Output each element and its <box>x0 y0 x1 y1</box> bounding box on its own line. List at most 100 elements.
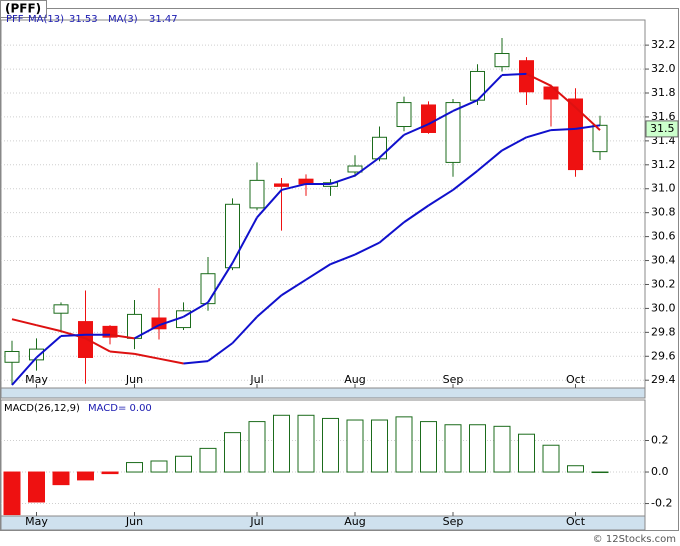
macd-bar <box>101 471 119 475</box>
ma-segment <box>354 156 381 177</box>
legend-value: 31.47 <box>149 14 178 25</box>
macd-bar <box>248 421 266 473</box>
ma-segment <box>182 301 209 318</box>
macd-bar <box>371 419 388 473</box>
ma-segment <box>109 333 135 340</box>
ma-segment <box>428 110 454 125</box>
macd-bar <box>493 425 511 473</box>
x-tick-label: Sep <box>443 373 464 386</box>
macd-bar <box>567 465 584 473</box>
ma-segment <box>109 350 135 355</box>
x-tick-label: May <box>25 373 48 386</box>
legend-value: 31.53 <box>69 14 98 25</box>
candle-body <box>372 136 387 160</box>
candle-body <box>4 350 20 363</box>
y-tick-label: 29.4 <box>651 373 676 386</box>
ma-segment <box>501 72 527 77</box>
y-tick-label: 30.6 <box>651 230 676 243</box>
price-box <box>645 120 679 138</box>
x-tick-label: Jul <box>249 373 263 386</box>
macd-current: MACD= 0.00 <box>88 403 152 414</box>
ma-segment <box>330 253 356 266</box>
y-tick-label: 0.0 <box>651 465 669 478</box>
ma-segment <box>452 170 479 191</box>
ma-segment <box>354 241 380 256</box>
ma-segment <box>85 337 111 353</box>
y-tick-label: 31.0 <box>651 182 676 195</box>
ma-segment <box>305 263 332 281</box>
ma-segment <box>231 216 258 264</box>
axis-strip <box>0 515 646 531</box>
macd-bar <box>469 424 486 473</box>
ma-segment <box>427 189 454 207</box>
y-tick-label: 0.2 <box>651 434 669 447</box>
y-tick-label: 31.6 <box>651 110 676 123</box>
ma-segment <box>403 204 430 224</box>
macd-bar <box>420 421 437 473</box>
y-tick-label: 29.6 <box>651 349 676 362</box>
ma-segment <box>574 106 601 131</box>
y-tick-label: 32.0 <box>651 62 676 75</box>
candle-body <box>274 183 289 187</box>
macd-bar <box>224 432 241 473</box>
ma-segment <box>207 342 234 362</box>
candle-body <box>249 179 265 209</box>
candle-body <box>494 53 510 68</box>
candle-body <box>53 304 69 314</box>
macd-bar <box>175 455 192 473</box>
legend-name: MA(13) <box>28 14 64 25</box>
x-tick-label: Jun <box>125 515 143 528</box>
ma-segment <box>36 324 62 333</box>
ma-segment <box>207 262 234 303</box>
macd-bar <box>150 460 168 473</box>
macd-bar <box>199 447 217 473</box>
macd-bar <box>77 471 94 481</box>
x-tick-label: Aug <box>344 373 365 386</box>
ma-segment <box>476 149 503 172</box>
macd-bar <box>346 419 364 473</box>
macd-bar <box>28 471 45 503</box>
ma-segment <box>11 318 37 327</box>
axis-strip <box>0 387 646 399</box>
candle-body <box>78 321 93 358</box>
ma-segment <box>378 134 405 159</box>
macd-bar <box>591 471 609 474</box>
title-box <box>0 0 47 18</box>
x-tick-label: Oct <box>566 373 586 386</box>
ma-segment <box>11 356 38 386</box>
y-tick-label: 30.4 <box>651 254 676 267</box>
price-label: 31.5 <box>650 122 675 135</box>
macd-bar <box>3 471 21 516</box>
ma-segment <box>183 360 209 365</box>
x-tick-label: May <box>25 515 48 528</box>
y-tick-label: 30.8 <box>651 206 676 219</box>
ma-segment <box>550 85 577 109</box>
ma-segment <box>378 221 405 244</box>
ma-segment <box>256 294 283 318</box>
x-tick-label: Oct <box>566 515 586 528</box>
ma-segment <box>281 182 307 191</box>
symbol: PFF <box>6 14 24 25</box>
candle-body <box>396 102 412 128</box>
ma-segment <box>526 129 552 139</box>
ma-segment <box>134 324 160 340</box>
ma-segment <box>526 72 552 87</box>
ma-segment <box>231 316 258 344</box>
ma-segment <box>35 335 62 359</box>
y-tick-label: 29.8 <box>651 325 676 338</box>
candle-body <box>225 203 240 269</box>
ma-segment <box>501 136 527 152</box>
title: (PFF) <box>5 2 41 16</box>
y-tick-label: 30.2 <box>651 277 676 290</box>
x-tick-label: Sep <box>443 515 464 528</box>
x-tick-label: Jul <box>249 515 263 528</box>
candle-body <box>29 348 44 361</box>
macd-bar <box>542 444 560 473</box>
macd-bar <box>273 414 290 473</box>
macd-bar <box>395 416 413 473</box>
ma-segment <box>452 99 478 112</box>
y-tick-label: -0.2 <box>651 497 672 510</box>
legend-name: MA(3) <box>108 14 138 25</box>
macd-bar <box>126 462 143 473</box>
ma-segment <box>256 189 283 219</box>
